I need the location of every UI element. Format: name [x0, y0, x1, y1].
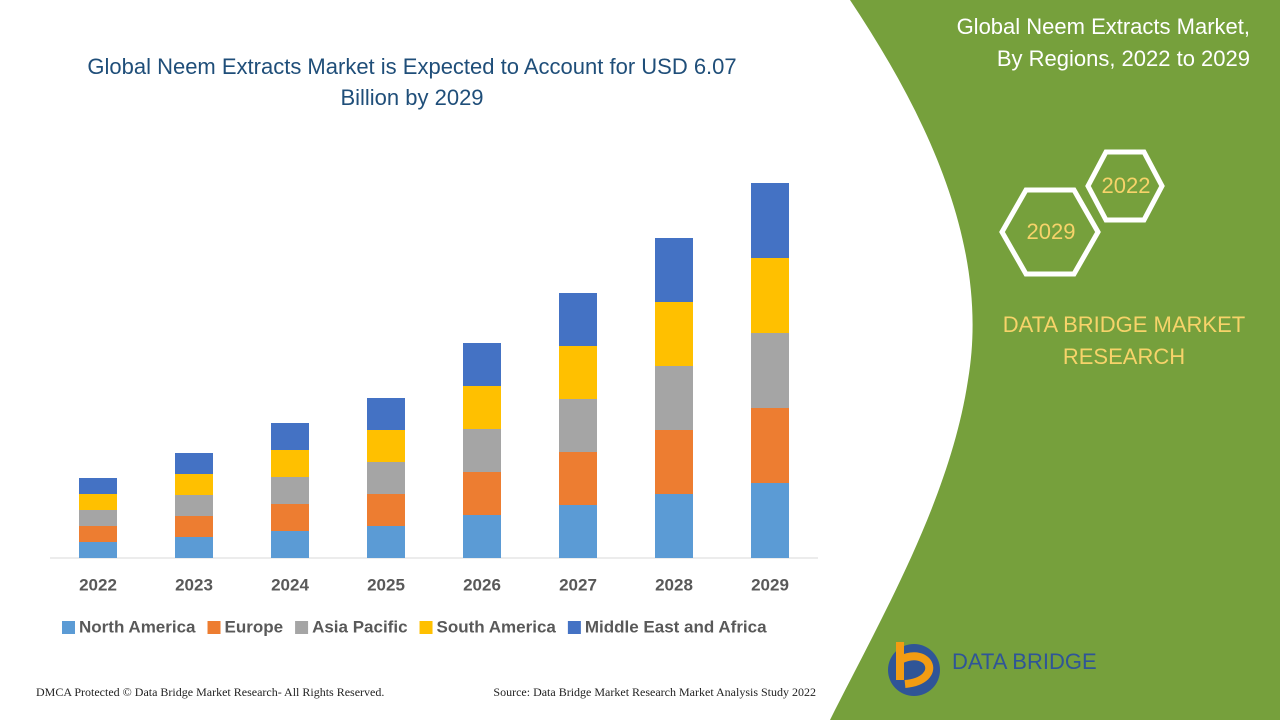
bar-segment — [751, 258, 789, 333]
x-tick-label: 2027 — [559, 575, 597, 594]
brand-text: RESEARCH — [1063, 344, 1185, 369]
bar-segment — [79, 542, 117, 558]
bar-segment — [367, 430, 405, 462]
bar-segment — [751, 408, 789, 483]
footer-copyright: DMCA Protected © Data Bridge Market Rese… — [36, 685, 384, 699]
panel-title: By Regions, 2022 to 2029 — [997, 46, 1250, 71]
legend-label: North America — [79, 617, 196, 636]
bar-segment — [463, 386, 501, 429]
bar-segment — [559, 346, 597, 399]
side-panel — [830, 0, 1280, 720]
bar-segment — [175, 537, 213, 558]
legend-label: Asia Pacific — [312, 617, 407, 636]
bar-segment — [463, 343, 501, 386]
bar-segment — [463, 515, 501, 558]
bar-segment — [463, 472, 501, 515]
bar-segment — [559, 505, 597, 558]
hexagon — [999, 187, 1101, 277]
bar-segment — [367, 462, 405, 494]
legend-swatch — [295, 621, 309, 634]
bar-segment — [271, 423, 309, 450]
bar-segment — [79, 494, 117, 510]
x-tick-label: 2024 — [271, 575, 309, 594]
x-tick-label: 2029 — [751, 575, 789, 594]
bar-segment — [655, 494, 693, 558]
bar-segment — [463, 429, 501, 472]
logo-text: DATA BRIDGE — [952, 649, 1097, 674]
bar-segment — [655, 302, 693, 366]
brand-text: DATA BRIDGE MARKET — [1003, 312, 1245, 337]
x-tick-label: 2022 — [79, 575, 117, 594]
logo-mark — [896, 642, 934, 688]
bar-segment — [559, 452, 597, 505]
legend-label: Europe — [225, 617, 284, 636]
footer-source: Source: Data Bridge Market Research Mark… — [493, 685, 816, 699]
bar-segment — [175, 495, 213, 516]
x-tick-label: 2023 — [175, 575, 213, 594]
panel-title: Global Neem Extracts Market, — [957, 14, 1250, 39]
hexagon — [1085, 149, 1165, 223]
bar-segment — [79, 526, 117, 542]
x-tick-label: 2028 — [655, 575, 693, 594]
legend-swatch — [62, 621, 75, 634]
x-tick-label: 2025 — [367, 575, 405, 594]
bar-segment — [271, 504, 309, 531]
chart-title: Global Neem Extracts Market is Expected … — [87, 54, 736, 110]
bar-segment — [367, 526, 405, 558]
bar-segment — [79, 478, 117, 494]
bar-segment — [79, 510, 117, 526]
bar-segment — [751, 183, 789, 258]
hex-label: 2029 — [1027, 219, 1076, 244]
bar-segment — [655, 238, 693, 302]
bar-segment — [271, 450, 309, 477]
bar-segment — [751, 483, 789, 558]
legend-swatch — [419, 621, 433, 634]
bar-segment — [751, 333, 789, 408]
legend-label: Middle East and Africa — [585, 617, 767, 636]
bar-segment — [559, 293, 597, 346]
bar-segment — [367, 398, 405, 430]
x-tick-label: 2026 — [463, 575, 501, 594]
bar-segment — [271, 531, 309, 558]
bar-segment — [655, 366, 693, 430]
legend-label: South America — [437, 617, 557, 636]
bar-segment — [271, 477, 309, 504]
bar-segment — [175, 516, 213, 537]
hex-label: 2022 — [1102, 173, 1151, 198]
bar-segment — [175, 474, 213, 495]
bar-segment — [175, 453, 213, 474]
bar-segment — [559, 399, 597, 452]
bar-segment — [367, 494, 405, 526]
legend-swatch — [207, 621, 221, 634]
bar-segment — [655, 430, 693, 494]
legend-swatch — [567, 621, 581, 634]
